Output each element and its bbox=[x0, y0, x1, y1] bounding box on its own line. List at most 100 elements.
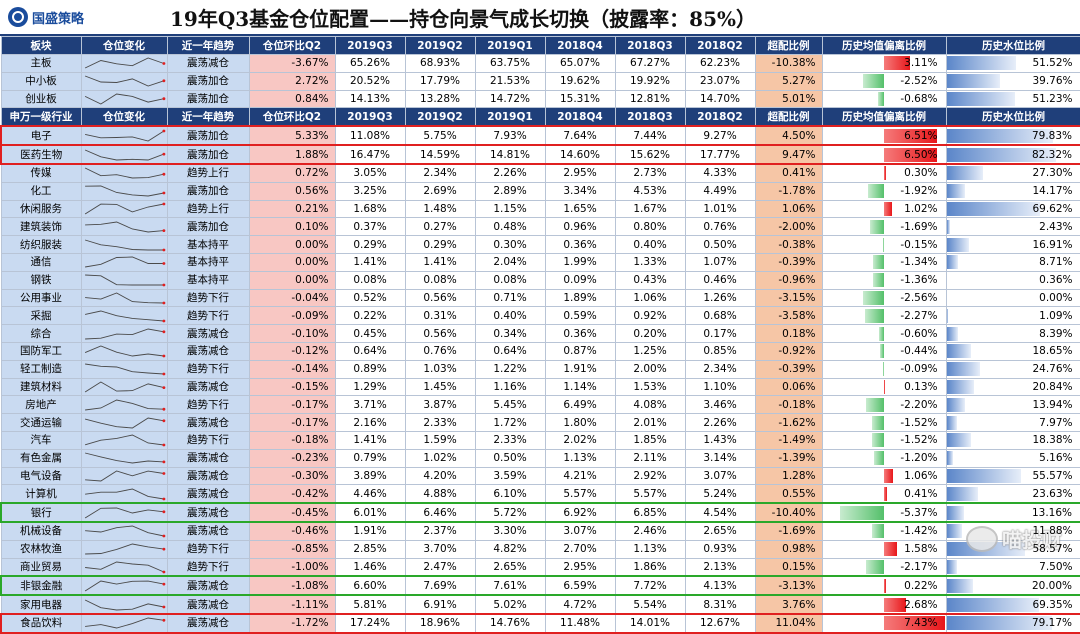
trend-label: 震荡减仓 bbox=[167, 325, 249, 343]
quarter-value: 17.24% bbox=[335, 614, 405, 633]
history-level: 23.63% bbox=[946, 485, 1080, 503]
quarter-value: 1.85% bbox=[615, 431, 685, 449]
quarter-value: 6.91% bbox=[405, 595, 475, 614]
column-header: 超配比例 bbox=[755, 37, 822, 55]
position-sparkline bbox=[81, 182, 167, 200]
qoq-change: -0.17% bbox=[249, 396, 335, 414]
table-row: 汽车趋势下行-0.18%1.41%1.59%2.33%2.02%1.85%1.4… bbox=[1, 431, 1080, 449]
history-deviation: -1.20% bbox=[822, 449, 946, 467]
row-name: 交通运输 bbox=[1, 414, 81, 432]
deviation-value: 0.13% bbox=[823, 379, 946, 395]
deviation-value: -1.69% bbox=[823, 219, 946, 235]
row-name: 家用电器 bbox=[1, 595, 81, 614]
position-sparkline bbox=[81, 522, 167, 540]
quarter-value: 2.33% bbox=[405, 414, 475, 432]
quarter-value: 2.47% bbox=[405, 558, 475, 576]
overweight-ratio: -1.39% bbox=[755, 449, 822, 467]
history-level: 24.76% bbox=[946, 360, 1080, 378]
quarter-value: 0.30% bbox=[475, 236, 545, 254]
history-level: 69.35% bbox=[946, 595, 1080, 614]
overweight-ratio: -2.00% bbox=[755, 218, 822, 236]
page-title: 19年Q3基金仓位配置——持仓向景气成长切换（披露率：85%） bbox=[120, 3, 1080, 32]
quarter-value: 17.79% bbox=[405, 72, 475, 90]
history-deviation: -2.20% bbox=[822, 396, 946, 414]
column-header: 历史均值偏离比例 bbox=[822, 37, 946, 55]
row-name: 建筑材料 bbox=[1, 378, 81, 396]
quarter-value: 0.96% bbox=[545, 218, 615, 236]
quarter-value: 1.65% bbox=[545, 200, 615, 218]
column-header: 2018Q3 bbox=[615, 108, 685, 127]
column-header: 仓位变化 bbox=[81, 108, 167, 127]
quarter-value: 1.14% bbox=[545, 378, 615, 396]
quarter-value: 19.62% bbox=[545, 72, 615, 90]
row-name: 农林牧渔 bbox=[1, 540, 81, 558]
overweight-ratio: -1.62% bbox=[755, 414, 822, 432]
position-sparkline bbox=[81, 503, 167, 522]
history-deviation: -0.15% bbox=[822, 236, 946, 254]
level-value: 58.57% bbox=[947, 541, 1080, 557]
quarter-value: 2.11% bbox=[615, 449, 685, 467]
qoq-change: -0.42% bbox=[249, 485, 335, 503]
trend-label: 基本持平 bbox=[167, 271, 249, 289]
quarter-value: 3.30% bbox=[475, 522, 545, 540]
column-header: 近一年趋势 bbox=[167, 108, 249, 127]
history-level: 11.88% bbox=[946, 522, 1080, 540]
level-value: 20.00% bbox=[947, 578, 1080, 594]
quarter-value: 0.46% bbox=[685, 271, 755, 289]
level-value: 8.39% bbox=[947, 326, 1080, 342]
table-row: 计算机震荡减仓-0.42%4.46%4.88%6.10%5.57%5.57%5.… bbox=[1, 485, 1080, 503]
level-value: 14.17% bbox=[947, 183, 1080, 199]
quarter-value: 4.53% bbox=[615, 182, 685, 200]
quarter-value: 9.27% bbox=[685, 126, 755, 145]
history-deviation: 1.06% bbox=[822, 467, 946, 485]
history-level: 1.09% bbox=[946, 307, 1080, 325]
history-deviation: -2.27% bbox=[822, 307, 946, 325]
qoq-change: -0.14% bbox=[249, 360, 335, 378]
deviation-value: 1.58% bbox=[823, 541, 946, 557]
quarter-value: 4.21% bbox=[545, 467, 615, 485]
quarter-value: 3.25% bbox=[335, 182, 405, 200]
quarter-value: 1.46% bbox=[335, 558, 405, 576]
board-section: 主板震荡减仓-3.67%65.26%68.93%63.75%65.07%67.2… bbox=[1, 55, 1080, 108]
quarter-value: 1.06% bbox=[615, 289, 685, 307]
qoq-change: -3.67% bbox=[249, 55, 335, 73]
table-row: 轻工制造趋势下行-0.14%0.89%1.03%1.22%1.91%2.00%2… bbox=[1, 360, 1080, 378]
level-value: 16.91% bbox=[947, 237, 1080, 253]
quarter-value: 1.86% bbox=[615, 558, 685, 576]
history-deviation: 2.68% bbox=[822, 595, 946, 614]
quarter-value: 14.59% bbox=[405, 145, 475, 164]
quarter-value: 3.89% bbox=[335, 467, 405, 485]
quarter-value: 0.71% bbox=[475, 289, 545, 307]
quarter-value: 0.93% bbox=[685, 540, 755, 558]
overweight-ratio: 11.04% bbox=[755, 614, 822, 633]
overweight-ratio: 9.47% bbox=[755, 145, 822, 164]
quarter-value: 0.80% bbox=[615, 218, 685, 236]
deviation-value: 7.43% bbox=[823, 615, 946, 631]
history-deviation: -1.36% bbox=[822, 271, 946, 289]
row-name: 采掘 bbox=[1, 307, 81, 325]
deviation-value: 1.02% bbox=[823, 201, 946, 217]
trend-label: 趋势下行 bbox=[167, 307, 249, 325]
table-row: 电气设备震荡减仓-0.30%3.89%4.20%3.59%4.21%2.92%3… bbox=[1, 467, 1080, 485]
level-value: 51.52% bbox=[947, 55, 1080, 71]
trend-label: 震荡减仓 bbox=[167, 595, 249, 614]
history-deviation: 6.50% bbox=[822, 145, 946, 164]
position-sparkline bbox=[81, 218, 167, 236]
column-header: 板块 bbox=[1, 37, 81, 55]
deviation-value: -1.42% bbox=[823, 523, 946, 539]
history-level: 5.16% bbox=[946, 449, 1080, 467]
quarter-value: 5.72% bbox=[475, 503, 545, 522]
history-level: 82.32% bbox=[946, 145, 1080, 164]
column-header: 仓位环比Q2 bbox=[249, 37, 335, 55]
trend-label: 趋势下行 bbox=[167, 431, 249, 449]
quarter-value: 4.54% bbox=[685, 503, 755, 522]
history-level: 69.62% bbox=[946, 200, 1080, 218]
quarter-value: 1.41% bbox=[335, 431, 405, 449]
quarter-value: 3.59% bbox=[475, 467, 545, 485]
trend-label: 趋势下行 bbox=[167, 558, 249, 576]
deviation-value: -1.36% bbox=[823, 272, 946, 288]
quarter-value: 2.73% bbox=[615, 164, 685, 182]
title-bar: 国盛策略 19年Q3基金仓位配置——持仓向景气成长切换（披露率：85%） bbox=[0, 0, 1080, 36]
